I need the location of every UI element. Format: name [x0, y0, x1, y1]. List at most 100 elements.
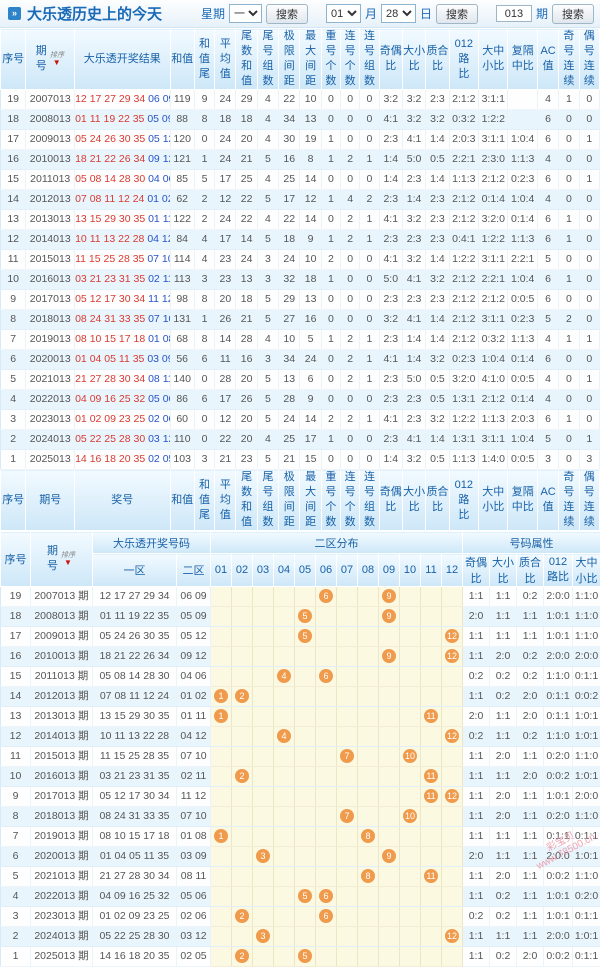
column-header-重号个数: 重号个数 — [321, 29, 340, 90]
attr-cell: 0:2 — [490, 947, 517, 967]
seq-cell: 4 — [1, 390, 26, 410]
header-cell-wrap: 大中小比 — [479, 44, 507, 74]
attr-cell: 1:1 — [517, 827, 544, 847]
stat-cell: 5 — [194, 170, 214, 190]
stat-cell — [508, 90, 537, 110]
issue-search-button[interactable]: 搜索 — [552, 4, 594, 24]
stat-cell: 4:1 — [402, 130, 425, 150]
stat-cell: 1 — [579, 370, 599, 390]
zone-distribution-cell — [295, 647, 316, 667]
stat-cell: 0 — [360, 250, 379, 270]
issue-input[interactable] — [496, 5, 532, 22]
header-label-line: 大中 — [482, 44, 504, 59]
seq-cell: 11 — [1, 747, 31, 767]
stat-cell: 3:2 — [402, 450, 425, 470]
stat-cell: 0 — [579, 350, 599, 370]
zone2-numbers-cell: 02 06 — [177, 907, 211, 927]
stat-cell: 0 — [341, 310, 360, 330]
attr-cell: 1:1 — [490, 627, 517, 647]
week-select[interactable]: 一 — [229, 4, 262, 23]
zone-distribution-cell — [211, 927, 232, 947]
stat-cell: 0 — [579, 270, 599, 290]
zone-distribution-cell — [211, 667, 232, 687]
zone-distribution-cell: 1 — [211, 827, 232, 847]
header-label-line: 尾号 — [258, 29, 278, 59]
attr-cell: 0:1:1 — [544, 687, 573, 707]
header-label: 和值 — [171, 493, 193, 508]
stat-cell: 62 — [170, 190, 194, 210]
stat-cell: 5 — [257, 310, 278, 330]
seq-cell: 14 — [1, 190, 26, 210]
zone-distribution-cell — [274, 947, 295, 967]
stat-cell: 0 — [321, 90, 340, 110]
header-label-line: 号 — [47, 559, 58, 574]
stat-cell: 2:3 — [426, 90, 449, 110]
stat-cell: 0 — [360, 110, 379, 130]
attr-cell: 1:1 — [463, 647, 490, 667]
zone-distribution-cell — [358, 707, 379, 727]
header-label: 期号 — [39, 493, 61, 508]
header-label: 尾数和值 — [236, 470, 256, 530]
zone-distribution-cell — [295, 587, 316, 607]
stat-cell: 32 — [279, 270, 300, 290]
stat-cell: 0 — [194, 130, 214, 150]
header-cell-wrap: 复隔中比 — [508, 485, 536, 515]
seq-cell: 13 — [1, 707, 31, 727]
issue-cell: 2024013 期 — [31, 927, 93, 947]
zone-distribution-cell — [379, 947, 400, 967]
result-numbers-cell: 05 12 17 30 34 11 12 — [75, 290, 170, 310]
zone1-numbers-cell: 11 15 25 28 35 — [93, 747, 177, 767]
zone-distribution-cell — [400, 587, 421, 607]
drawn-number-badge: 6 — [319, 909, 333, 923]
header-label-line: 奖号 — [111, 493, 133, 508]
month-select[interactable]: 01 — [326, 4, 361, 23]
header-label-line: 和值 — [171, 493, 193, 508]
column-header-平均值: 平均值 — [215, 29, 236, 90]
header-cell-wrap: 最大间距 — [300, 470, 320, 530]
stat-cell: 16 — [300, 310, 321, 330]
week-search-button[interactable]: 搜索 — [266, 4, 308, 24]
attr-cell: 1:1 — [517, 747, 544, 767]
zone-distribution-cell — [253, 747, 274, 767]
stat-cell: 5:0 — [402, 370, 425, 390]
drawn-number-badge: 5 — [298, 609, 312, 623]
sort-control[interactable]: 排序▼ — [60, 551, 76, 567]
sort-control[interactable]: 排序▼ — [49, 51, 65, 67]
date-search-button[interactable]: 搜索 — [436, 4, 478, 24]
drawn-number-badge: 1 — [214, 689, 228, 703]
zone1-numbers-cell: 05 08 14 28 30 — [93, 667, 177, 687]
zone-distribution-cell — [358, 607, 379, 627]
stat-cell: 1 — [321, 330, 340, 350]
stat-cell: 0 — [341, 250, 360, 270]
column-header-连号组数: 连号组数 — [360, 29, 379, 90]
attr-cell: 0:0:2 — [544, 947, 573, 967]
zone-distribution-cell — [232, 587, 253, 607]
stat-cell: 1 — [579, 330, 599, 350]
header-cell-wrap: 尾号组数 — [258, 29, 278, 89]
column-header-偶号连续: 偶号连续 — [579, 470, 599, 531]
header-label: 期号 — [47, 544, 58, 574]
column-header-奇偶比: 奇偶比 — [463, 554, 490, 587]
stat-cell: 6 — [537, 230, 558, 250]
drawn-number-badge: 8 — [361, 829, 375, 843]
stat-cell: 34 — [279, 110, 300, 130]
zone-distribution-cell — [232, 707, 253, 727]
attr-cell: 1:1 — [490, 847, 517, 867]
zone-distribution-cell — [253, 707, 274, 727]
zone1-numbers-cell: 18 21 22 26 34 — [93, 647, 177, 667]
zone-distribution-cell — [379, 707, 400, 727]
stat-cell: 22 — [236, 190, 257, 210]
header-cell-wrap: 极限间距 — [279, 470, 299, 530]
stat-cell: 24 — [300, 350, 321, 370]
stat-cell: 1 — [579, 170, 599, 190]
issue-cell: 2022013 期 — [31, 887, 93, 907]
stat-cell: 2 — [194, 190, 214, 210]
stat-cell: 2:0:3 — [508, 410, 537, 430]
stat-cell: 0 — [360, 270, 379, 290]
zone-distribution-cell — [421, 827, 442, 847]
day-select[interactable]: 28 — [381, 4, 416, 23]
result-numbers-cell: 01 11 19 22 35 05 09 — [75, 110, 170, 130]
header-label-line: 间距 — [300, 500, 320, 530]
